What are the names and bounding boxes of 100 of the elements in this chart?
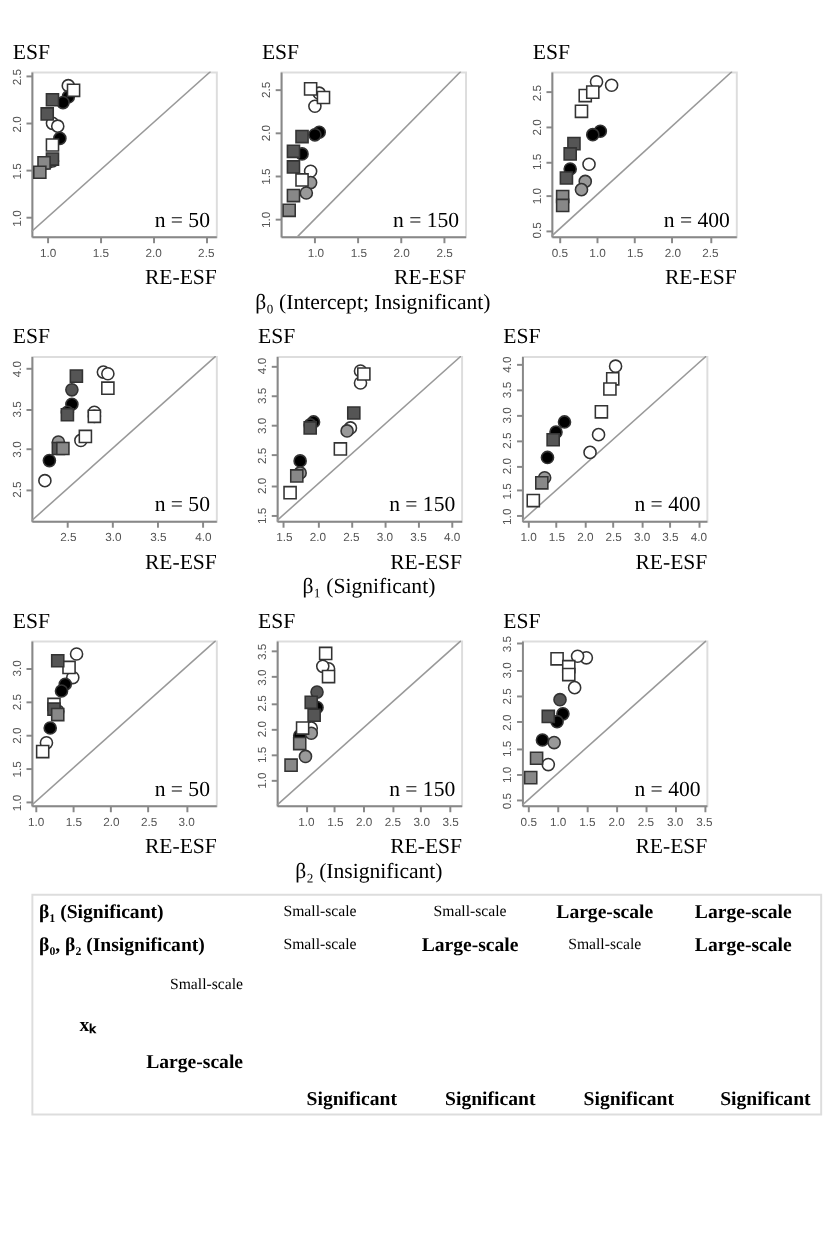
point [310, 685, 324, 699]
point [299, 186, 314, 200]
point [295, 173, 309, 187]
point [40, 107, 55, 121]
text: Large-scale [421, 934, 520, 957]
point [553, 692, 567, 707]
point [304, 695, 319, 710]
point [295, 129, 309, 144]
point [292, 736, 307, 751]
point [295, 721, 310, 735]
text: β₁ (Significant) [39, 901, 164, 924]
text: Small-scale [283, 934, 358, 953]
text: Large-scale [694, 934, 793, 957]
text: Small-scale [568, 934, 643, 953]
annotation: n = 150 [389, 777, 456, 802]
y-axis-title: ESF [532, 40, 570, 65]
y-axis-title: ESF [12, 40, 50, 65]
point [284, 758, 298, 773]
point [594, 404, 609, 419]
point [286, 144, 301, 159]
x-axis-title: RE-ESF [144, 835, 217, 860]
point [65, 382, 79, 397]
text: Significant [445, 1088, 537, 1111]
x-axis-title: RE-ESF [144, 266, 217, 291]
x-axis-title: RE-ESF [664, 266, 737, 291]
point [307, 708, 321, 723]
text: Significant [583, 1088, 676, 1111]
point [540, 450, 555, 465]
point [286, 160, 301, 174]
text: Significant [306, 1088, 399, 1111]
annotation: n = 150 [393, 208, 460, 233]
text: β₁ (Significant) [302, 575, 437, 600]
point [286, 188, 301, 203]
text: β₂ (Insignificant) [295, 859, 444, 884]
text: Small-scale [283, 901, 358, 920]
point [32, 165, 47, 180]
point [529, 751, 544, 766]
point [546, 432, 560, 447]
point [574, 104, 589, 119]
annotation: n = 400 [663, 208, 730, 233]
point [101, 366, 115, 381]
point [43, 721, 58, 735]
point [321, 669, 336, 684]
y-axis-title: ESF [258, 325, 296, 350]
point [559, 171, 574, 185]
point [318, 646, 333, 661]
point [547, 735, 561, 750]
point [298, 749, 313, 764]
point [50, 653, 65, 668]
point [563, 147, 578, 161]
point [50, 119, 65, 133]
point [45, 92, 60, 107]
point [603, 382, 617, 396]
x-axis-title: RE-ESF [390, 550, 463, 575]
point [303, 82, 318, 96]
text: β₀ (Intercept; Insignificant) [255, 290, 492, 315]
point [54, 684, 69, 698]
point [308, 128, 322, 142]
text: Large-scale [694, 901, 793, 924]
point [78, 429, 93, 444]
text: β₀, β₂ (Insignificant) [39, 934, 205, 957]
annotation: n = 400 [634, 493, 701, 518]
y-axis-title: ESF [503, 325, 541, 350]
point [282, 203, 297, 218]
point [557, 415, 572, 429]
point [293, 454, 307, 468]
x-axis-title: RE-ESF [635, 835, 708, 860]
point [555, 198, 570, 213]
text: xₖ [79, 1015, 98, 1038]
point [585, 85, 600, 99]
point [535, 733, 550, 747]
text: Small-scale [169, 975, 245, 994]
annotation: n = 50 [154, 493, 210, 518]
point [333, 442, 348, 456]
point [35, 744, 50, 759]
annotation: n = 50 [154, 208, 210, 233]
text: Small-scale [433, 901, 508, 920]
text: Large-scale [556, 901, 655, 924]
point [346, 406, 361, 420]
text: Large-scale [146, 1052, 245, 1075]
x-axis-title: RE-ESF [635, 550, 708, 575]
point [585, 127, 600, 142]
point [561, 667, 576, 682]
annotation: n = 50 [154, 777, 210, 802]
point [69, 369, 84, 383]
text: Significant [720, 1088, 813, 1111]
y-axis-title: ESF [258, 609, 296, 634]
point [45, 138, 60, 152]
y-axis-title: ESF [261, 40, 300, 65]
annotation: n = 400 [634, 777, 701, 802]
x-axis-title: RE-ESF [394, 266, 467, 291]
y-axis-title: ESF [12, 325, 50, 350]
point [56, 441, 70, 456]
point [574, 182, 589, 197]
y-axis-title: ESF [503, 609, 541, 634]
point [526, 493, 541, 508]
point [534, 475, 549, 490]
x-axis-title: RE-ESF [390, 835, 463, 860]
y-axis-title: ESF [12, 609, 50, 634]
point [66, 83, 81, 98]
